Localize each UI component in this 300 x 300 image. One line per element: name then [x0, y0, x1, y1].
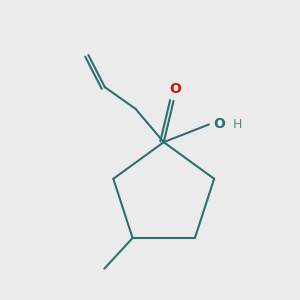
- Text: O: O: [214, 118, 226, 131]
- Text: H: H: [232, 118, 242, 131]
- Text: O: O: [169, 82, 181, 96]
